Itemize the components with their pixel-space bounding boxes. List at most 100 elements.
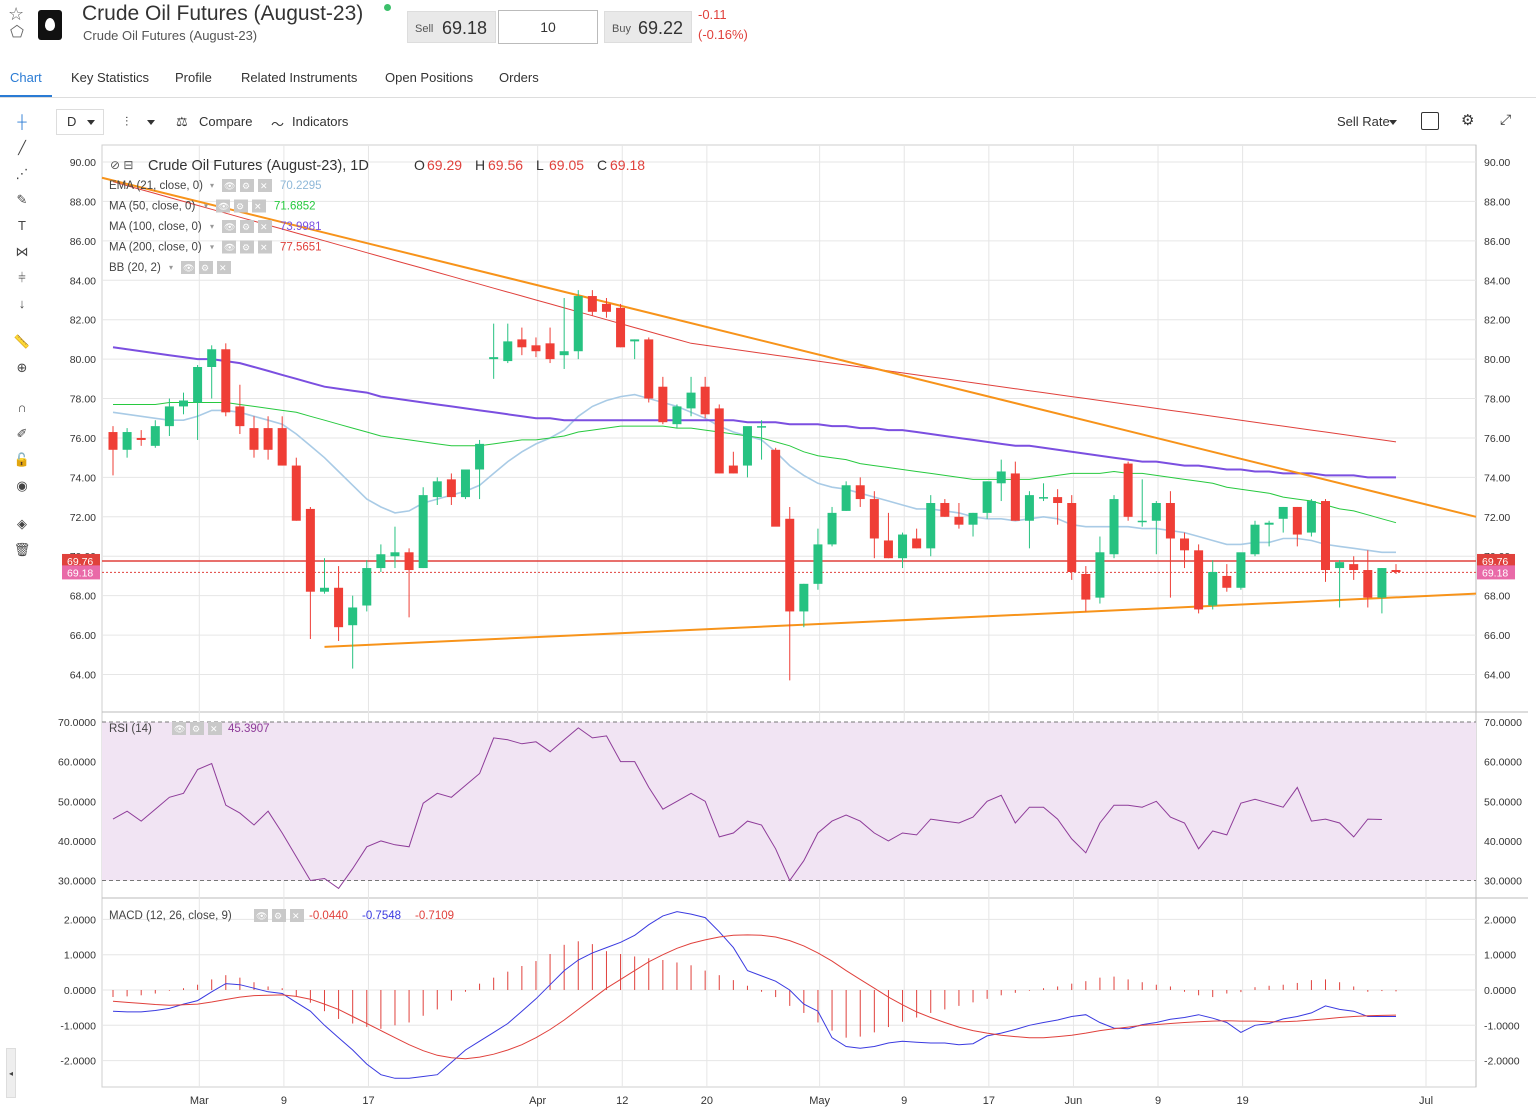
remove-indicator-icon: ✕: [254, 202, 262, 212]
lock-icon[interactable]: 🔓: [13, 452, 31, 467]
candle-body: [1250, 524, 1260, 555]
sell-button[interactable]: Sell 69.18: [407, 11, 496, 43]
favorite-star-icon[interactable]: ☆: [8, 4, 25, 24]
candle-body: [1377, 568, 1387, 598]
expand-icon[interactable]: ⤢: [1500, 111, 1512, 127]
zoom-icon[interactable]: ⊕: [16, 360, 28, 375]
fullscreen-box-icon[interactable]: [1421, 112, 1439, 130]
trendline-icon[interactable]: ╱: [18, 140, 26, 155]
x-axis-tick-label: 9: [1155, 1095, 1161, 1107]
indicator-settings-icon: ⚙: [236, 202, 244, 212]
indicator-value: 73.9981: [280, 221, 322, 233]
indicator-control-bg: [240, 240, 254, 254]
brush-icon[interactable]: ✎: [16, 192, 28, 207]
quantity-input[interactable]: 10: [498, 10, 598, 44]
layers-icon[interactable]: ◈: [17, 516, 27, 531]
x-axis-tick-label: 9: [901, 1095, 907, 1107]
eye-icon[interactable]: ◉: [16, 478, 28, 493]
x-axis-tick-label: Mar: [190, 1095, 209, 1107]
macd-axis-label-right: -2.0000: [1484, 1056, 1520, 1068]
candle-body: [249, 428, 259, 450]
indicator-label: EMA (21, close, 0): [109, 180, 203, 192]
arrow-down-icon[interactable]: ↓: [18, 296, 26, 311]
candle-body: [545, 343, 555, 360]
collapse-sidebar-icon[interactable]: ◂: [6, 1048, 16, 1098]
trash-icon[interactable]: 🗑: [13, 542, 31, 557]
candle-body: [630, 339, 640, 342]
ruler-icon[interactable]: 📏: [13, 334, 31, 349]
macd-axis-label-left: 2.0000: [64, 914, 96, 926]
tab-chart[interactable]: Chart: [10, 70, 42, 85]
candle-body: [489, 357, 499, 360]
crosshair-icon[interactable]: ┼: [17, 114, 27, 129]
candle-body: [1123, 463, 1133, 517]
indicator-settings-icon: ⚙: [242, 222, 250, 232]
rsi-axis-label-left: 60.0000: [58, 757, 96, 769]
candle-body: [954, 516, 964, 525]
indicators-icon[interactable]: 〜: [271, 117, 285, 132]
indicator-value: 77.5651: [280, 242, 322, 254]
indicator-label: MA (50, close, 0): [109, 201, 195, 213]
sell-label: Sell: [415, 23, 434, 35]
fib-icon[interactable]: ⋰: [15, 166, 29, 181]
chart-type-select[interactable]: ⫶: [114, 109, 164, 135]
instrument-header: ☆ ⬠ Crude Oil Futures (August-23) Crude …: [0, 0, 1536, 56]
tab-key-statistics[interactable]: Key Statistics: [71, 70, 150, 85]
indicators-button[interactable]: Indicators: [292, 114, 349, 129]
text-icon[interactable]: T: [18, 218, 26, 233]
macd-axis-label-left: 1.0000: [64, 950, 96, 962]
rate-select[interactable]: Sell Rate: [1330, 109, 1406, 135]
tab-related-instruments[interactable]: Related Instruments: [241, 70, 358, 85]
forecast-icon[interactable]: ⫩: [18, 270, 26, 285]
indicator-control-bg: [217, 261, 231, 274]
candle-body: [799, 583, 809, 612]
tab-profile[interactable]: Profile: [175, 70, 212, 85]
buy-button[interactable]: Buy 69.22: [604, 11, 692, 43]
interval-select[interactable]: D: [56, 109, 104, 135]
candle-body: [503, 341, 513, 362]
pattern-icon[interactable]: ⋈: [15, 244, 29, 259]
candle-body: [277, 428, 287, 466]
compare-button[interactable]: Compare: [199, 114, 253, 129]
trendlines: [101, 176, 1477, 648]
candle-body: [940, 503, 950, 517]
candlesticks: [108, 290, 1401, 681]
lock-draw-icon[interactable]: ✐: [16, 426, 28, 441]
visibility-icon: 👁: [218, 202, 229, 212]
price-tag-right-bg: [1477, 565, 1515, 580]
indicator-control-bg: [258, 240, 272, 254]
market-open-indicator: [384, 4, 391, 11]
indicator-settings-icon: ⚙: [192, 724, 200, 734]
settings-gear-icon[interactable]: ⚙: [1461, 112, 1475, 129]
candle-body: [235, 406, 245, 427]
remove-indicator-icon: ✕: [260, 222, 268, 232]
rsi-axis-label-left: 70.0000: [58, 717, 96, 729]
tab-open-positions[interactable]: Open Positions: [385, 70, 474, 85]
visibility-icon: 👁: [224, 243, 235, 253]
candle-body: [616, 307, 626, 348]
rsi-axis-label-left: 30.0000: [58, 876, 96, 888]
compare-icon[interactable]: ⚖: [176, 114, 188, 129]
price-axis-label-left: 88.00: [70, 196, 96, 208]
price-tag-right: 69.18: [1482, 567, 1508, 579]
rsi-axis-label-left: 50.0000: [58, 796, 96, 808]
price-axis-label-right: 78.00: [1484, 394, 1510, 406]
rsi-value: 45.3907: [228, 723, 270, 735]
candle-body: [1306, 501, 1316, 533]
price-tag-left: 69.76: [67, 556, 93, 568]
price-axis-label-right: 66.00: [1484, 630, 1510, 642]
indicator-settings-icon: ⚙: [274, 911, 282, 921]
indicator-control-bg: [258, 179, 272, 192]
candle-body: [1264, 522, 1274, 525]
oil-drop-icon: [38, 10, 62, 40]
remove-indicator-icon: ✕: [260, 181, 268, 191]
tab-orders[interactable]: Orders: [499, 70, 539, 85]
candle-body: [193, 367, 203, 403]
x-axis-tick-label: 17: [983, 1095, 995, 1107]
tab-bar: Chart Key Statistics Profile Related Ins…: [0, 64, 1536, 98]
candle-body: [362, 568, 372, 606]
magnet-icon[interactable]: ∩: [17, 400, 27, 415]
pin-icon[interactable]: ⬠: [10, 24, 24, 41]
legend-ohlc-key: L: [536, 157, 544, 173]
